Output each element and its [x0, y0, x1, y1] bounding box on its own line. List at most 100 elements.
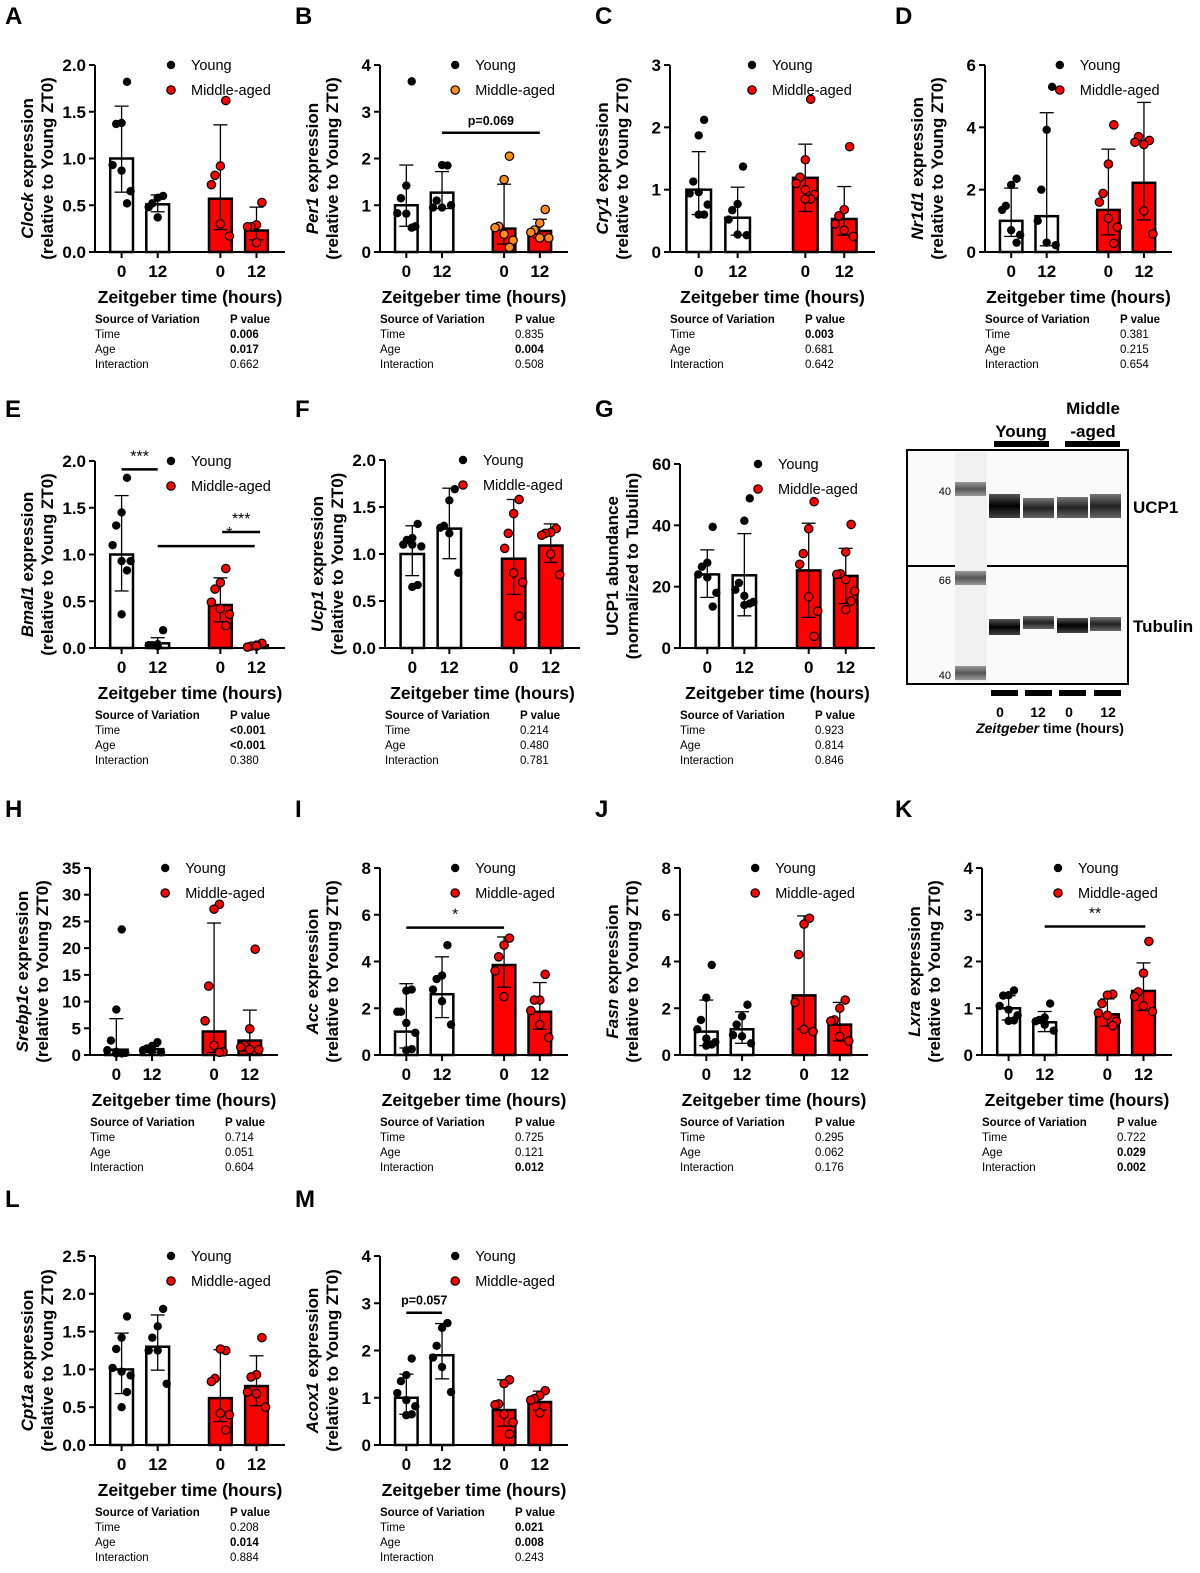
y-axis-gene: Cry1	[593, 197, 612, 235]
stats-header-source: Source of Variation	[90, 1117, 195, 1129]
data-point	[728, 206, 737, 215]
stats-table: Source of Variation P value Time 0.381 Age 0.…	[985, 313, 1190, 373]
legend-middle-aged-marker	[753, 484, 763, 494]
x-axis-title: Zeitgeber time (hours)	[682, 1090, 867, 1110]
data-point	[215, 1344, 226, 1354]
legend-young-marker	[747, 60, 757, 70]
data-point	[526, 227, 536, 238]
significance-label: *	[226, 525, 232, 542]
y-tick-label: 2	[362, 150, 371, 169]
data-point	[791, 178, 802, 189]
stats-pvalue: 0.017	[230, 344, 259, 356]
legend-young-label: Young	[772, 58, 813, 74]
x-tick-label: 12	[835, 262, 854, 281]
x-tick-label: 0	[804, 658, 813, 677]
legend-middle-aged-label: Middle-aged	[775, 886, 855, 902]
y-axis-gene: Bmal1	[18, 586, 37, 637]
data-point	[740, 591, 749, 601]
panel-g: G UCP1 abundance (normalized to Tubulin) 0 2…	[590, 393, 890, 783]
data-point	[417, 542, 426, 551]
stats-header-source: Source of Variation	[982, 1117, 1087, 1129]
x-tick-label: 12	[733, 1065, 752, 1084]
data-point	[835, 1003, 845, 1014]
legend-middle-aged-label: Middle-aged	[475, 83, 555, 99]
stats-pvalue: 0.681	[805, 344, 834, 356]
stats-header-row: Source of Variation P value	[985, 313, 1190, 328]
stats-source: Interaction	[982, 1162, 1036, 1174]
data-point	[997, 205, 1007, 215]
stats-row: Age 0.051	[90, 1146, 295, 1161]
y-tick-label: 1.0	[62, 1360, 86, 1379]
y-axis-subtitle: (normalized to Tubulin)	[623, 473, 642, 660]
y-axis-gene: Nr1d1	[908, 192, 927, 240]
legend-young-label: Young	[191, 58, 232, 74]
data-point	[702, 1034, 711, 1043]
y-tick-label: 1	[362, 1389, 371, 1408]
y-tick-label: 1	[652, 181, 661, 200]
stats-source: Time	[670, 329, 696, 341]
y-tick-label: 4	[967, 118, 977, 137]
data-point	[144, 640, 153, 650]
legend-middle-aged-marker	[166, 481, 176, 491]
stats-row: Interaction 0.654	[985, 358, 1190, 373]
legend-middle-aged-label: Middle-aged	[483, 478, 563, 494]
y-axis-subtitle: (relative to Young ZT0)	[928, 77, 947, 260]
stats-source: Interaction	[680, 1162, 734, 1174]
y-tick-label: 0	[662, 1046, 671, 1065]
data-point	[437, 160, 447, 170]
legend-middle-aged-marker	[1055, 85, 1065, 95]
data-point	[499, 940, 509, 950]
stats-pvalue: 0.006	[230, 329, 259, 341]
data-point	[214, 1047, 225, 1058]
x-tick-label: 12	[148, 1455, 167, 1474]
data-point	[490, 222, 500, 233]
significance-label: ***	[130, 448, 149, 465]
data-point	[1051, 240, 1060, 250]
data-point	[800, 184, 811, 195]
data-point	[156, 1048, 166, 1057]
western-blot-panel: Young Middle -aged 40 66 40 UCP1 Tubulin…	[890, 390, 1200, 770]
stats-pvalue: <0.001	[230, 740, 266, 752]
y-axis-subtitle: (relative to Young ZT0)	[33, 880, 52, 1063]
y-axis-gene: Clock	[18, 191, 37, 239]
legend-middle-aged-label: Middle-aged	[191, 479, 271, 495]
data-point	[242, 221, 253, 232]
data-point	[236, 1042, 246, 1052]
stats-source: Time	[380, 1132, 406, 1144]
chart-svg: M Acox1 expression (relative to Young ZT0)…	[295, 1186, 568, 1500]
data-point	[117, 166, 126, 175]
stats-header-source: Source of Variation	[385, 710, 490, 722]
data-point	[526, 1005, 536, 1016]
legend-middle-aged-marker	[166, 85, 176, 95]
x-tick-label: 12	[830, 1065, 849, 1084]
y-axis-title: Acox1 expression	[303, 1288, 322, 1435]
legend-young-label: Young	[475, 1249, 516, 1265]
data-point	[490, 1400, 500, 1410]
tubulin-band-middle-0	[1057, 618, 1088, 633]
y-tick-label: 0	[362, 243, 371, 262]
y-tick-label: 1.5	[62, 1323, 86, 1342]
stats-source: Time	[385, 725, 411, 737]
y-axis-title-rest: expression	[308, 496, 327, 591]
stats-table: Source of Variation P value Time 0.725 Age 0.…	[380, 1116, 585, 1176]
stats-pvalue: 0.243	[515, 1552, 544, 1564]
stats-row: Time 0.714	[90, 1131, 295, 1146]
stats-pvalue: 0.714	[225, 1132, 254, 1144]
significance-label: ***	[232, 511, 251, 528]
data-point	[454, 568, 463, 577]
data-point	[848, 231, 859, 242]
stats-table: Source of Variation P value Time 0.021 Age 0.…	[380, 1506, 585, 1566]
data-point	[399, 540, 408, 549]
y-axis-title-rest: expression	[303, 103, 322, 198]
y-tick-label: 0.5	[62, 196, 86, 215]
stats-row: Interaction 0.642	[670, 358, 875, 373]
x-tick-label: 12	[530, 262, 549, 281]
y-tick-label: 30	[62, 886, 81, 905]
data-point	[540, 969, 550, 980]
stats-pvalue: 0.008	[515, 1537, 544, 1549]
stats-source: Time	[95, 725, 121, 737]
stats-header-row: Source of Variation P value	[380, 313, 585, 328]
panel-d: D Nr1d1 expression (relative to Young ZT0)…	[890, 0, 1190, 390]
marker-66: 66	[939, 575, 951, 587]
data-point	[1130, 137, 1140, 148]
